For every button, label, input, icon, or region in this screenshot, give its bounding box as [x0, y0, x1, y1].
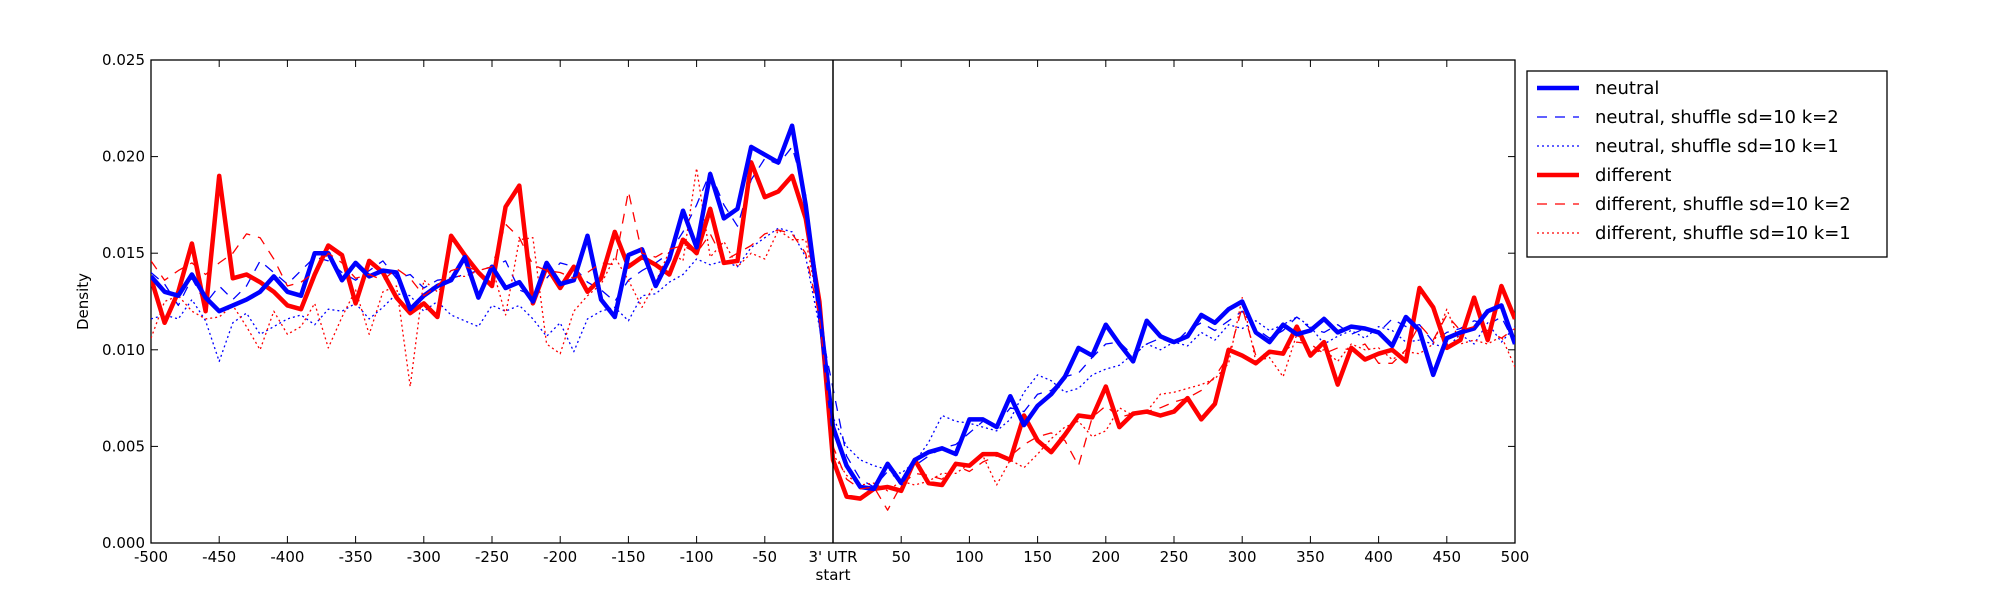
x-tick-label: 250 [1160, 548, 1189, 566]
legend-label-0: neutral [1595, 78, 1659, 99]
y-tick-label: 0.010 [102, 341, 145, 359]
x-tick-label: -450 [202, 548, 236, 566]
legend-box [1526, 70, 1888, 258]
legend-label-2: neutral, shuffle sd=10 k=1 [1595, 136, 1839, 157]
x-tick-label: 150 [1023, 548, 1052, 566]
x-tick-label: 50 [892, 548, 911, 566]
y-axis-label: Density [74, 273, 92, 330]
legend-label-5: different, shuffle sd=10 k=1 [1595, 223, 1851, 244]
x-subtick-label: start [816, 566, 851, 584]
x-tick-label: -50 [753, 548, 778, 566]
x-tick-label: -300 [407, 548, 441, 566]
y-tick-label: 0.020 [102, 148, 145, 166]
x-axis: -500 -450 -400 -350 -300 -250 -200 -150 -100 -50 3… [134, 60, 1529, 584]
legend: neutral neutral, shuffle sd=10 k=2 neutral… [1526, 70, 1888, 258]
y-tick-label: 0.005 [102, 437, 145, 455]
x-tick-label: -400 [270, 548, 304, 566]
x-tick-label: -200 [543, 548, 577, 566]
x-tick-label: -350 [339, 548, 373, 566]
x-tick-label: 300 [1228, 548, 1257, 566]
x-tick-label: -150 [611, 548, 645, 566]
x-tick-label: -250 [475, 548, 509, 566]
x-tick-label: 3' UTR [809, 548, 858, 566]
x-tick-label: 450 [1432, 548, 1461, 566]
y-tick-label: 0.000 [102, 534, 145, 552]
x-tick-label: 100 [955, 548, 984, 566]
y-tick-label: 0.015 [102, 244, 145, 262]
x-tick-label: 500 [1501, 548, 1530, 566]
legend-label-4: different, shuffle sd=10 k=2 [1595, 194, 1851, 215]
x-tick-label: 200 [1091, 548, 1120, 566]
y-tick-label: 0.025 [102, 51, 145, 69]
legend-label-3: different [1595, 165, 1671, 186]
legend-label-1: neutral, shuffle sd=10 k=2 [1595, 107, 1839, 128]
x-tick-label: 400 [1364, 548, 1393, 566]
y-axis: 0.000 0.005 0.010 0.015 0.020 0.025 [102, 51, 1515, 552]
x-tick-label: 350 [1296, 548, 1325, 566]
x-tick-label: -500 [134, 548, 168, 566]
x-tick-label: -100 [680, 548, 714, 566]
